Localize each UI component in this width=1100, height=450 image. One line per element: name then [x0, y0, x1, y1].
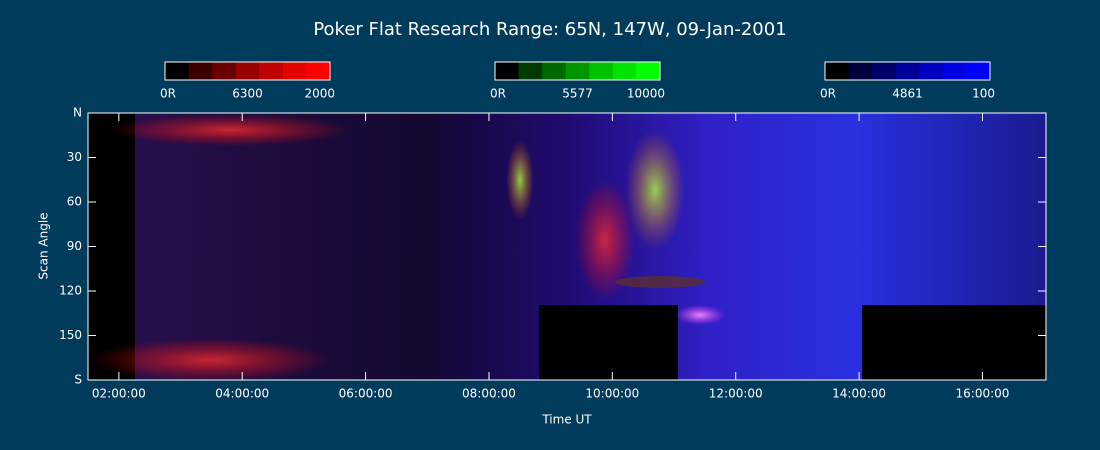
colorbar-min: 0R — [490, 87, 506, 101]
keogram-image — [87, 112, 1047, 382]
y-tick-label: 60 — [67, 195, 82, 209]
colorbar-name: 5577 — [562, 87, 593, 101]
colorbar-swatch — [235, 62, 260, 80]
colorbar-swatch — [612, 62, 637, 80]
y-tick-label: 150 — [59, 328, 82, 342]
y-tick-label: 30 — [67, 150, 82, 164]
chart-title: Poker Flat Research Range: 65N, 147W, 09… — [313, 19, 786, 40]
colorbar-frame — [494, 61, 661, 81]
colorbar-swatch — [895, 62, 920, 80]
y-axis-label: Scan Angle — [37, 212, 51, 279]
x-tick-label: 12:00:00 — [709, 387, 763, 401]
colorbar-swatch — [942, 62, 967, 80]
x-tick-label: 06:00:00 — [339, 387, 393, 401]
x-tick-label: 14:00:00 — [832, 387, 886, 401]
colorbar-swatch — [306, 62, 331, 80]
y-tick-label: 120 — [59, 284, 82, 298]
colorbar-swatch — [259, 62, 284, 80]
colorbar-max: 10000 — [627, 87, 665, 101]
colorbar-swatch — [589, 62, 614, 80]
colorbar-name: 4861 — [892, 87, 923, 101]
x-axis-label: Time UT — [541, 413, 592, 427]
colorbar-min: 0R — [820, 87, 836, 101]
colorbar-swatch — [518, 62, 543, 80]
colorbar-swatch — [565, 62, 590, 80]
colorbar-name: 6300 — [232, 87, 263, 101]
x-tick-label: 10:00:00 — [585, 387, 639, 401]
colorbar-swatch — [165, 62, 190, 80]
colorbar-swatch — [919, 62, 944, 80]
y-tick-label: 90 — [67, 239, 82, 253]
colorbar-swatch — [825, 62, 850, 80]
colorbar-min: 0R — [160, 87, 176, 101]
y-tick-label: S — [74, 373, 82, 387]
x-tick-label: 16:00:00 — [956, 387, 1010, 401]
colorbar-max: 2000 — [304, 87, 335, 101]
x-tick-label: 02:00:00 — [92, 387, 146, 401]
x-tick-label: 04:00:00 — [215, 387, 269, 401]
colorbar-swatch — [872, 62, 897, 80]
colorbar-frame — [164, 61, 331, 81]
colorbar-swatch — [188, 62, 213, 80]
colorbar-swatch — [542, 62, 567, 80]
x-tick-label: 08:00:00 — [462, 387, 516, 401]
colorbar-max: 100 — [972, 87, 995, 101]
colorbar-swatch — [282, 62, 307, 80]
colorbar-swatch — [636, 62, 661, 80]
y-tick-label: N — [73, 106, 82, 120]
colorbar-frame — [824, 61, 991, 81]
colorbar-swatch — [966, 62, 991, 80]
colorbar-swatch — [848, 62, 873, 80]
colorbar-swatch — [495, 62, 520, 80]
colorbar-swatch — [212, 62, 237, 80]
